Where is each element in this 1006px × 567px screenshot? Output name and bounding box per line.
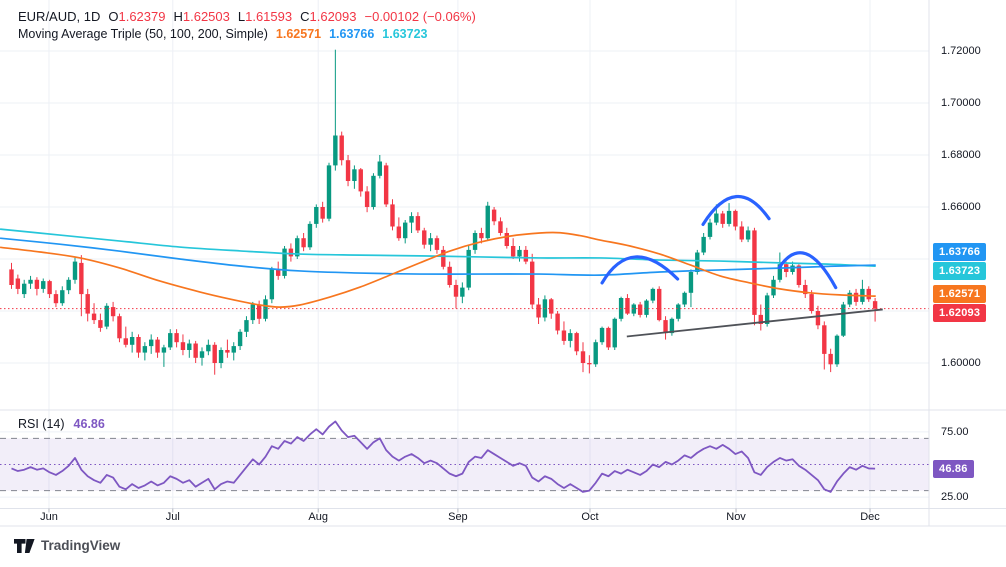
- sma200-line: [0, 228, 876, 268]
- time-axis-label-jun: Jun: [40, 511, 58, 523]
- time-axis-label-oct: Oct: [581, 511, 599, 523]
- price-axis-label: 1.68000: [941, 149, 981, 161]
- price-badge: 1.63766: [933, 243, 987, 261]
- high-label: H: [173, 9, 183, 24]
- rsi-value-badge: 46.86: [933, 459, 974, 478]
- rsi-axis-label: 75.00: [941, 425, 969, 438]
- open-value: 1.62379: [118, 9, 166, 24]
- rsi-label[interactable]: RSI (14): [18, 417, 65, 431]
- time-axis-label-sep: Sep: [448, 511, 468, 523]
- arc-drawing-3[interactable]: [777, 251, 838, 290]
- arc-drawing-1[interactable]: [600, 255, 680, 285]
- symbol-title[interactable]: EUR/AUD, 1D: [18, 9, 101, 24]
- change-value: −0.00102 (−0.06%): [364, 9, 476, 24]
- time-axis-label-jul: Jul: [165, 511, 180, 523]
- arc-drawing-2[interactable]: [701, 194, 771, 227]
- time-axis-label-aug: Aug: [308, 511, 328, 523]
- close-label: C: [300, 9, 310, 24]
- low-value: 1.61593: [245, 9, 293, 24]
- close-value: 1.62093: [309, 9, 357, 24]
- rsi-line: [11, 420, 876, 493]
- sma50-line: [0, 231, 876, 308]
- price-axis-label: 1.60000: [941, 357, 981, 369]
- price-axis-label: 1.70000: [941, 97, 981, 109]
- tradingview-logo-icon: [14, 538, 35, 553]
- rsi-pane: [0, 420, 929, 493]
- indicator-name[interactable]: Moving Average Triple (50, 100, 200, Sim…: [18, 27, 268, 41]
- pane-separators: [0, 0, 1006, 527]
- price-axis-label: 1.72000: [941, 45, 981, 57]
- price-badge: 1.62093: [933, 304, 987, 322]
- rsi-header: RSI (14) 46.86: [18, 417, 105, 431]
- neckline-trendline[interactable]: [626, 308, 883, 338]
- open-label: O: [108, 9, 119, 24]
- rsi-value: 46.86: [73, 417, 105, 431]
- price-axis-label: 1.66000: [941, 201, 981, 213]
- tradingview-logo-text: TradingView: [41, 538, 121, 553]
- ma100-value: 1.63766: [329, 27, 375, 41]
- ma200-value: 1.63723: [382, 27, 428, 41]
- rsi-axis-label: 25.00: [941, 491, 969, 504]
- high-value: 1.62503: [182, 9, 230, 24]
- time-axis-label-nov: Nov: [726, 511, 746, 523]
- indicator-header: Moving Average Triple (50, 100, 200, Sim…: [18, 27, 427, 41]
- low-label: L: [237, 9, 246, 24]
- symbol-header: EUR/AUD, 1D O1.62379 H1.62503 L1.61593 C1.62…: [18, 9, 476, 24]
- time-axis-label-dec: Dec: [860, 511, 880, 523]
- price-badge: 1.62571: [933, 285, 987, 303]
- price-badge: 1.63723: [933, 262, 987, 280]
- ma50-value: 1.62571: [275, 27, 322, 41]
- tradingview-logo[interactable]: TradingView: [14, 538, 120, 553]
- sma100-line: [0, 237, 876, 277]
- candlestick-series: [9, 49, 878, 375]
- grid-lines: [0, 0, 929, 509]
